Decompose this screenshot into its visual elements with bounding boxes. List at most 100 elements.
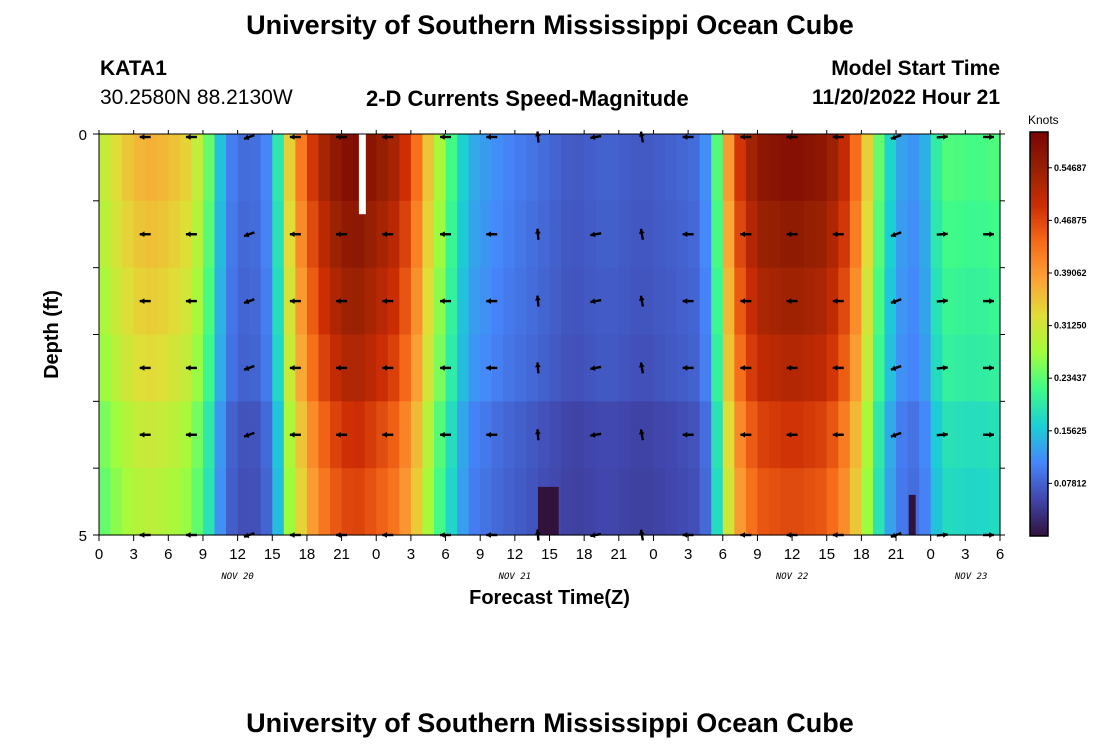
heatmap-cell [711, 334, 724, 402]
date-label: NOV 22 [775, 572, 809, 582]
heatmap-cell [387, 267, 400, 336]
heatmap-cell [711, 134, 724, 202]
heatmap-cell [965, 200, 978, 269]
current-vector [289, 365, 301, 371]
x-tick-label: 18 [299, 546, 316, 563]
heatmap-cell [826, 134, 839, 202]
heatmap-cell [676, 468, 689, 536]
heatmap-cell [468, 200, 481, 269]
vector-head [139, 431, 145, 438]
heatmap-cell [549, 334, 562, 402]
x-tick-label: 0 [372, 546, 380, 563]
heatmap-cell [849, 468, 862, 536]
heatmap-cell [792, 134, 805, 202]
heatmap-cell [699, 134, 712, 202]
heatmap-cell [861, 267, 874, 336]
heatmap-cell [514, 468, 527, 536]
heatmap-cell [410, 134, 424, 202]
vector-head [942, 231, 948, 238]
heatmap-cell [665, 468, 678, 536]
heatmap-cell [792, 401, 805, 469]
heatmap-cell [260, 267, 273, 336]
vector-head [535, 429, 541, 435]
heatmap-cell [988, 334, 1001, 402]
heatmap-cell [549, 267, 562, 336]
current-vector [139, 431, 151, 438]
heatmap-cell [260, 401, 273, 469]
current-vector [486, 365, 498, 371]
x-tick-label: 6 [164, 546, 172, 563]
vector-head [185, 431, 191, 438]
heatmap-cell [572, 134, 585, 202]
heatmap-cell [99, 134, 112, 202]
heatmap-cell [884, 468, 897, 536]
vector-head [243, 231, 250, 238]
heatmap-cell [780, 468, 793, 536]
heatmap-cell [110, 334, 123, 402]
heatmap-cell [653, 267, 666, 336]
vector-head [638, 228, 645, 234]
vector-head [185, 298, 191, 304]
heatmap-cell [688, 334, 701, 402]
heatmap-cell [561, 401, 574, 469]
heatmap-cell [99, 267, 112, 336]
heatmap-cell [607, 334, 620, 402]
heatmap-cell [919, 267, 932, 336]
heatmap-cell [792, 267, 805, 336]
heatmap-cell [849, 267, 862, 336]
heatmap-cell [306, 334, 320, 402]
heatmap-cell [953, 401, 966, 469]
heatmap-cell [896, 200, 909, 269]
heatmap-cell [919, 200, 932, 269]
current-vector [832, 431, 844, 438]
heatmap-cell [168, 200, 181, 269]
vector-head [336, 231, 341, 238]
heatmap-cell [757, 401, 770, 469]
heatmap-cell [399, 267, 412, 336]
heatmap-cell [607, 134, 620, 202]
heatmap-cell [699, 267, 712, 336]
heatmap-cell [722, 401, 735, 469]
current-vector [382, 231, 394, 238]
heatmap-cell [191, 401, 204, 469]
current-vector [486, 298, 498, 304]
heatmap-cell [364, 401, 377, 469]
station-id: KATA1 [100, 57, 167, 80]
heatmap-cell [838, 468, 851, 536]
heatmap-cell [942, 334, 955, 402]
heatmap-cell [145, 468, 158, 536]
heatmap-cell [237, 468, 250, 536]
heatmap-cell [433, 468, 447, 536]
heatmap-cell [249, 468, 262, 536]
current-vector [535, 295, 541, 307]
heatmap-cell [815, 134, 828, 202]
heatmap-cell [537, 200, 551, 269]
heatmap-cell [919, 334, 932, 402]
heatmap-cell [272, 200, 285, 269]
heatmap-cell [191, 134, 204, 202]
heatmap-cell [445, 134, 458, 202]
heatmap-cell [988, 200, 1001, 269]
heatmap-cell [722, 468, 735, 536]
heatmap-cell [191, 200, 204, 269]
heatmap-cell [803, 267, 816, 336]
vector-head [989, 134, 994, 140]
vector-head [786, 231, 792, 238]
current-vector [139, 231, 151, 238]
vector-head [740, 134, 746, 140]
vector-head [243, 298, 250, 305]
x-tick-label: 3 [961, 546, 969, 563]
heatmap-cell [445, 267, 458, 336]
heatmap-cell [237, 267, 250, 336]
vector-head [486, 231, 491, 238]
anomaly-cells [358, 134, 916, 535]
x-tick-label: 3 [129, 546, 137, 563]
x-tick-label: 15 [264, 546, 281, 563]
x-axis: 0 3 6 9 12 15 18 21 0 3 6 9 12 15 18 21 0 3 6 9 12 15 18 21 0 3 6N… [95, 130, 1004, 582]
heatmap-cell [953, 334, 966, 402]
heatmap-cell [156, 200, 169, 269]
vector-head [682, 231, 688, 238]
heatmap-cell [930, 134, 943, 202]
heatmap-cell [711, 200, 724, 269]
heatmap-cell [122, 134, 135, 202]
